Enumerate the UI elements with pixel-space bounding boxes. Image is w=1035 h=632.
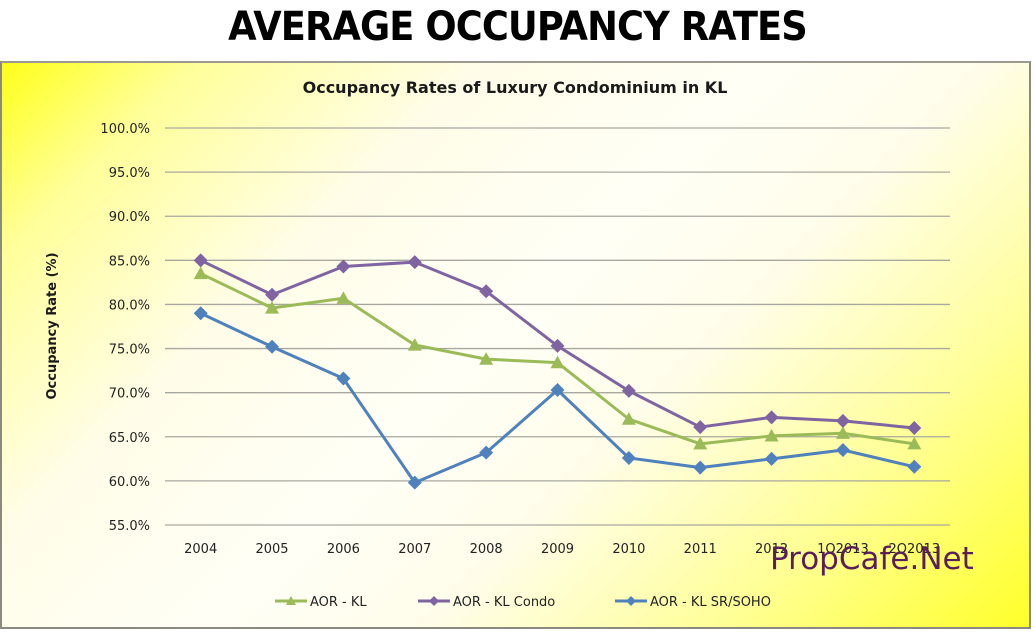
data-point-aor-kl-condo bbox=[907, 420, 922, 435]
data-point-aor-kl-condo bbox=[835, 413, 850, 428]
data-point-aor-kl-sr-soho bbox=[265, 339, 280, 354]
data-point-aor-kl-condo bbox=[407, 255, 422, 270]
data-point-aor-kl-sr-soho bbox=[336, 371, 351, 386]
y-tick-label: 60.0% bbox=[109, 475, 150, 490]
data-point-aor-kl-condo bbox=[336, 259, 351, 274]
data-point-aor-kl-sr-soho bbox=[407, 475, 422, 490]
x-tick-label: 1Q2013 bbox=[817, 542, 869, 557]
y-tick-label: 55.0% bbox=[109, 519, 150, 534]
data-point-aor-kl-sr-soho bbox=[193, 306, 208, 321]
data-point-aor-kl-sr-soho bbox=[764, 451, 779, 466]
legend-marker-aor-kl-condo bbox=[429, 596, 439, 606]
data-point-aor-kl bbox=[407, 338, 422, 351]
data-point-aor-kl-sr-soho bbox=[621, 450, 636, 465]
data-point-aor-kl-sr-soho bbox=[835, 443, 850, 458]
legend-label-aor-kl-sr-soho: AOR - KL SR/SOHO bbox=[650, 595, 771, 610]
x-tick-label: 2012 bbox=[755, 542, 788, 557]
data-point-aor-kl bbox=[193, 266, 208, 280]
y-axis-label: Occupancy Rate (%) bbox=[45, 252, 60, 399]
data-point-aor-kl-condo bbox=[479, 284, 494, 299]
x-tick-label: 2010 bbox=[612, 542, 645, 557]
page-heading: AVERAGE OCCUPANCY RATES bbox=[228, 4, 808, 50]
y-tick-label: 85.0% bbox=[109, 254, 150, 269]
series-line-aor-kl-sr-soho bbox=[200, 311, 915, 485]
data-point-aor-kl bbox=[550, 355, 565, 369]
data-point-aor-kl bbox=[621, 412, 636, 425]
x-tick-label: 2011 bbox=[684, 542, 717, 557]
x-tick-label: 2005 bbox=[255, 542, 288, 557]
data-point-aor-kl bbox=[336, 291, 351, 304]
x-tick-label: 2009 bbox=[541, 542, 574, 557]
data-point-aor-kl bbox=[764, 428, 779, 442]
y-tick-label: 65.0% bbox=[109, 431, 150, 446]
x-tick-label: 2004 bbox=[184, 542, 217, 557]
data-point-aor-kl-sr-soho bbox=[907, 459, 922, 474]
data-point-aor-kl-condo bbox=[693, 420, 708, 435]
y-tick-label: 100.0% bbox=[100, 122, 150, 137]
data-point-aor-kl-sr-soho bbox=[693, 460, 708, 475]
legend-label-aor-kl: AOR - KL bbox=[310, 595, 367, 610]
x-tick-label: 2007 bbox=[398, 542, 431, 557]
legend-marker-aor-kl-sr-soho bbox=[626, 596, 636, 606]
data-point-aor-kl-sr-soho bbox=[479, 445, 494, 460]
y-tick-label: 80.0% bbox=[109, 298, 150, 313]
data-point-aor-kl-sr-soho bbox=[550, 383, 565, 398]
data-point-aor-kl bbox=[907, 436, 922, 450]
x-tick-label: 2008 bbox=[470, 542, 503, 557]
chart-title: Occupancy Rates of Luxury Condominium in… bbox=[303, 78, 728, 97]
x-tick-label: 2Q2013 bbox=[889, 542, 941, 557]
data-point-aor-kl-condo bbox=[764, 410, 779, 425]
data-point-aor-kl bbox=[265, 300, 280, 314]
data-point-aor-kl-condo bbox=[193, 253, 208, 268]
legend-label-aor-kl-condo: AOR - KL Condo bbox=[453, 595, 555, 610]
legend-marker-aor-kl bbox=[286, 596, 296, 605]
data-point-aor-kl bbox=[693, 436, 708, 450]
data-point-aor-kl-condo bbox=[550, 338, 565, 353]
chart-container bbox=[0, 61, 1031, 629]
data-point-aor-kl-condo bbox=[265, 287, 280, 302]
y-tick-label: 70.0% bbox=[109, 387, 150, 402]
data-point-aor-kl-condo bbox=[621, 383, 636, 398]
x-tick-label: 2006 bbox=[327, 542, 360, 557]
watermark: PropCafe.Net bbox=[770, 541, 974, 577]
y-tick-label: 95.0% bbox=[109, 166, 150, 181]
y-tick-label: 75.0% bbox=[109, 343, 150, 358]
data-point-aor-kl bbox=[479, 352, 494, 365]
data-point-aor-kl bbox=[835, 426, 850, 439]
y-tick-label: 90.0% bbox=[109, 210, 150, 225]
